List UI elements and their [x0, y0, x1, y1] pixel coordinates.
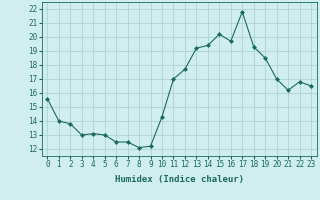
X-axis label: Humidex (Indice chaleur): Humidex (Indice chaleur) — [115, 175, 244, 184]
